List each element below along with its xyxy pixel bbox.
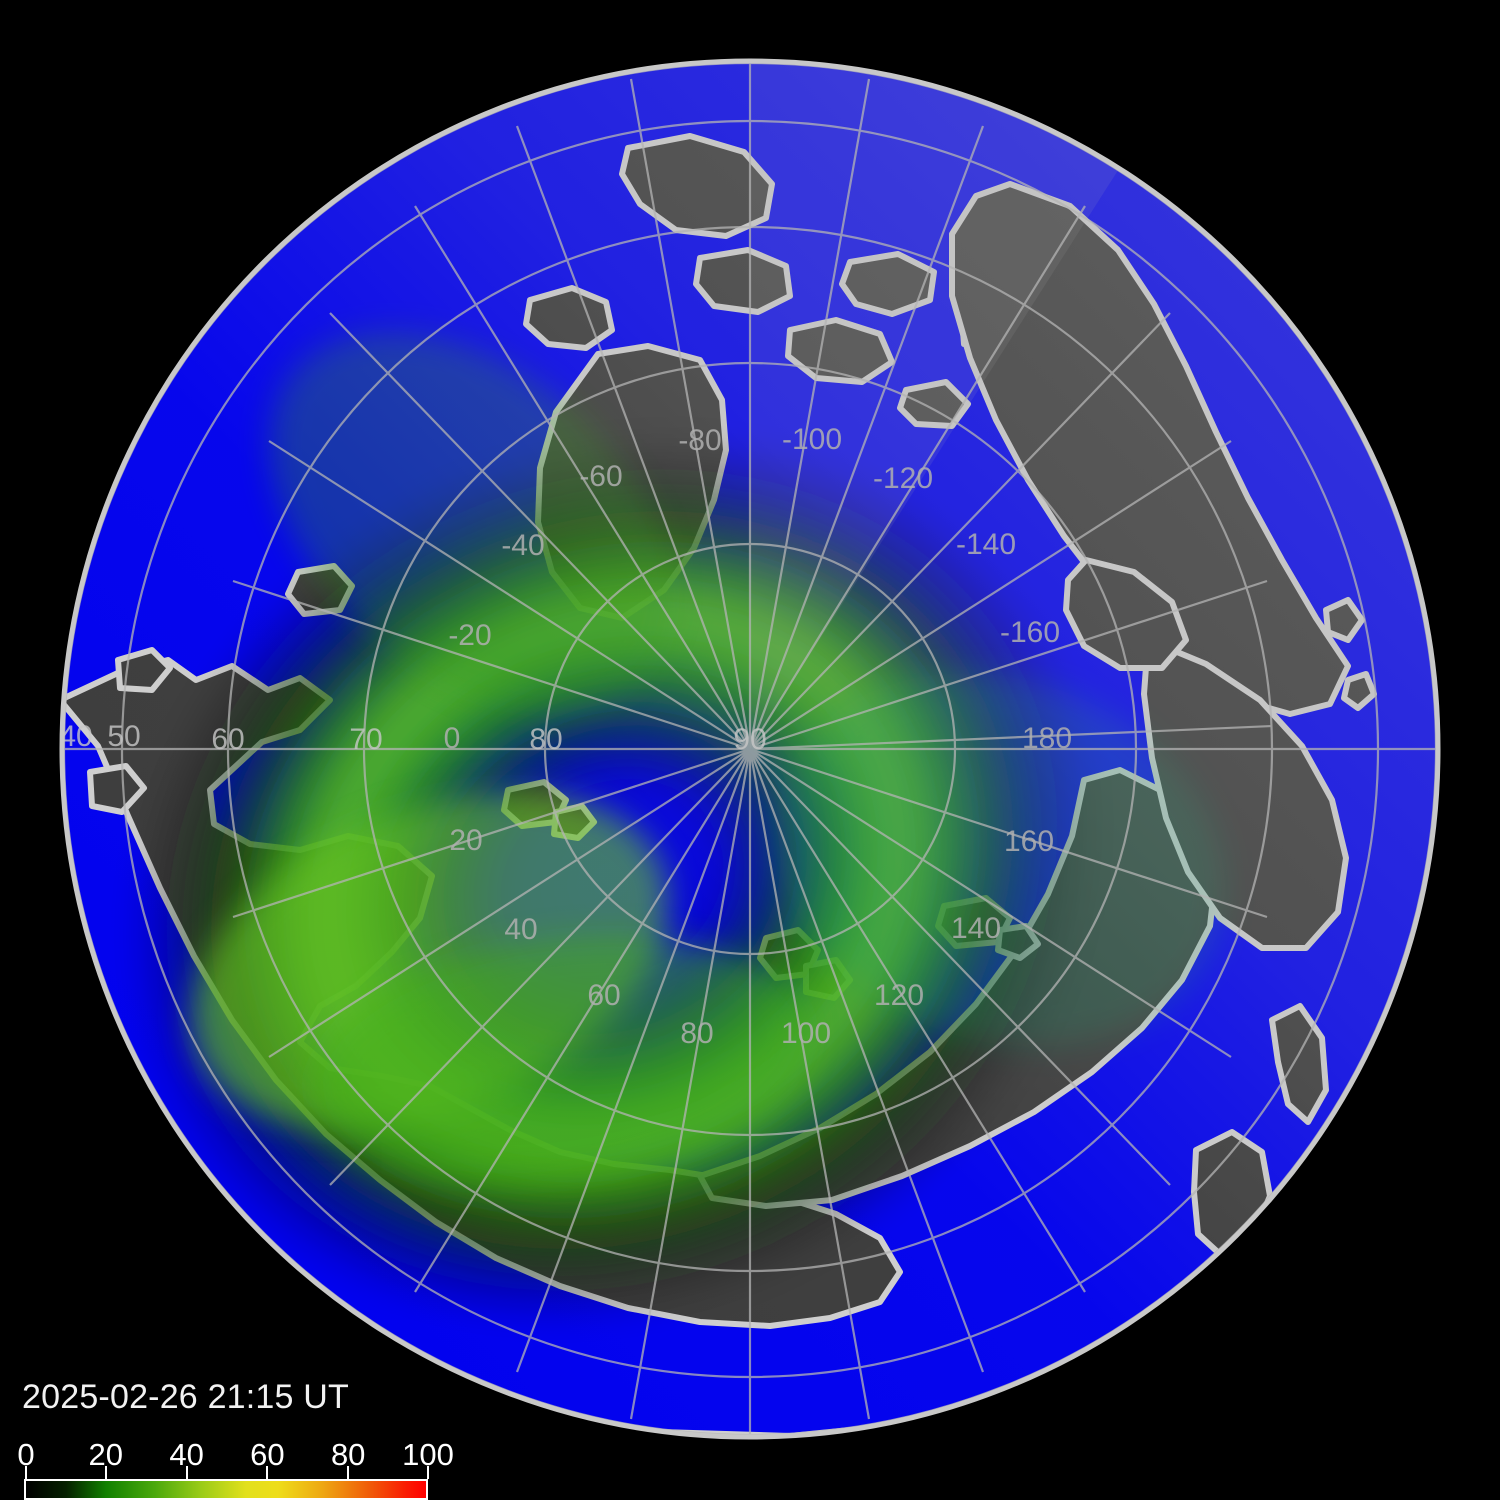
colorbar-tick-40 [185, 1466, 188, 1479]
colorbar-bar [24, 1479, 428, 1500]
colorbar-tick-0 [25, 1466, 27, 1479]
colorbar-tick-20 [104, 1466, 107, 1479]
colorbar[interactable] [24, 1466, 429, 1500]
colorbar-tick-80 [347, 1466, 350, 1479]
colorbar-tick-100 [427, 1466, 429, 1479]
colorbar-tick-label-0: 0 [17, 1437, 35, 1472]
colorbar-tick-labels: 0 20 40 60 80 100 [0, 1437, 460, 1472]
timestamp-label: 2025-02-26 21:15 UT [22, 1378, 350, 1416]
globe-outline [59, 58, 1441, 1440]
graticule [64, 63, 1436, 1435]
colorbar-gradient [26, 1481, 426, 1498]
colorbar-tick-60 [266, 1466, 269, 1479]
